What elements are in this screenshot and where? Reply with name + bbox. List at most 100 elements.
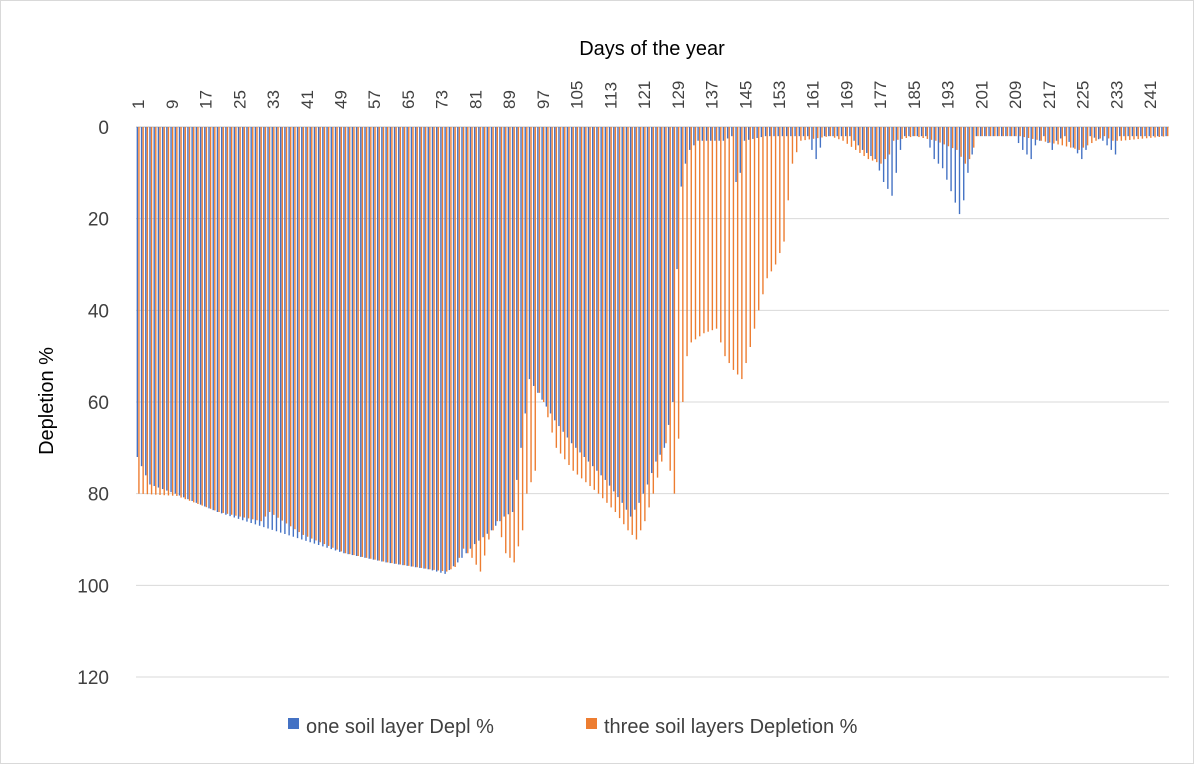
bar-one-soil-layer-day-2 (141, 127, 142, 466)
bar-one-soil-layer-day-213 (1030, 127, 1031, 159)
bar-one-soil-layer-day-163 (820, 127, 821, 148)
bar-three-soil-layers-day-166 (834, 127, 835, 138)
bar-one-soil-layer-day-177 (879, 127, 880, 171)
bar-three-soil-layers-day-218 (1053, 127, 1054, 144)
bar-one-soil-layer-day-120 (638, 127, 639, 503)
x-tick-label-145: 145 (736, 81, 755, 109)
bar-three-soil-layers-day-30 (261, 127, 262, 521)
bar-three-soil-layers-day-33 (273, 127, 274, 515)
bar-one-soil-layer-day-112 (605, 127, 606, 480)
bar-three-soil-layers-day-199 (973, 127, 974, 148)
bar-one-soil-layer-day-15 (196, 127, 197, 503)
bar-three-soil-layers-day-223 (1074, 127, 1075, 149)
x-tick-label-185: 185 (905, 81, 924, 109)
bar-three-soil-layers-day-90 (513, 127, 514, 562)
bar-three-soil-layers-day-202 (986, 127, 987, 136)
bar-one-soil-layer-day-33 (272, 127, 273, 530)
bar-one-soil-layer-day-118 (630, 127, 631, 517)
x-tick-label-129: 129 (669, 81, 688, 109)
bar-three-soil-layers-day-212 (1028, 127, 1029, 138)
bar-three-soil-layers-day-181 (897, 127, 898, 140)
bar-three-soil-layers-day-47 (332, 127, 333, 548)
bar-one-soil-layer-day-121 (643, 127, 644, 494)
bar-one-soil-layer-day-159 (803, 127, 804, 136)
bar-three-soil-layers-day-144 (741, 127, 742, 379)
bar-three-soil-layers-day-96 (539, 127, 540, 393)
bar-one-soil-layer-day-85 (491, 127, 492, 530)
bar-three-soil-layers-day-149 (762, 127, 763, 294)
x-tick-label-25: 25 (230, 90, 249, 109)
bar-three-soil-layers-day-196 (960, 127, 961, 157)
bar-three-soil-layers-day-119 (636, 127, 637, 540)
bar-three-soil-layers-day-44 (320, 127, 321, 542)
bar-one-soil-layer-day-46 (326, 127, 327, 548)
bar-one-soil-layer-day-139 (718, 127, 719, 141)
bar-three-soil-layers-day-245 (1167, 127, 1168, 136)
bar-three-soil-layers-day-137 (712, 127, 713, 330)
bar-one-soil-layer-day-61 (390, 127, 391, 563)
bar-one-soil-layer-day-199 (971, 127, 972, 155)
bar-three-soil-layers-day-214 (1036, 127, 1037, 140)
chart-svg: 1 9 17 25 33 41 49 57 65 73 81 89 97 105 113 121 129 137 1… (1, 1, 1193, 763)
bar-three-soil-layers-day-192 (944, 127, 945, 144)
bar-three-soil-layers-day-67 (417, 127, 418, 567)
bar-one-soil-layer-day-114 (613, 127, 614, 491)
bar-one-soil-layer-day-38 (293, 127, 294, 537)
bar-one-soil-layer-day-168 (841, 127, 842, 136)
bar-one-soil-layer-day-19 (213, 127, 214, 510)
bar-three-soil-layers-day-243 (1159, 127, 1160, 137)
bar-three-soil-layers-day-104 (573, 127, 574, 471)
bar-one-soil-layer-day-109 (592, 127, 593, 466)
bar-three-soil-layers-day-32 (269, 127, 270, 512)
bar-one-soil-layer-day-34 (276, 127, 277, 531)
bar-three-soil-layers-day-169 (847, 127, 848, 144)
x-tick-label-89: 89 (500, 90, 519, 109)
bar-one-soil-layer-day-230 (1102, 127, 1103, 141)
bar-one-soil-layer-day-181 (896, 127, 897, 173)
x-tick-label-161: 161 (804, 81, 823, 109)
bar-one-soil-layer-day-133 (693, 127, 694, 145)
bar-three-soil-layers-day-78 (463, 127, 464, 549)
bar-one-soil-layer-day-179 (887, 127, 888, 189)
bar-three-soil-layers-day-6 (159, 127, 160, 495)
bar-three-soil-layers-day-185 (914, 127, 915, 136)
bar-one-soil-layer-day-151 (769, 127, 770, 136)
bar-three-soil-layers-day-224 (1078, 127, 1079, 150)
y-tick-label-60: 60 (88, 393, 109, 414)
bar-three-soil-layers-day-68 (421, 127, 422, 568)
x-axis-title: Days of the year (579, 38, 725, 60)
bar-three-soil-layers-day-187 (922, 127, 923, 138)
bar-three-soil-layers-day-210 (1019, 127, 1020, 136)
bar-three-soil-layers-day-201 (982, 127, 983, 136)
bar-one-soil-layer-day-30 (259, 127, 260, 526)
bar-one-soil-layer-day-167 (837, 127, 838, 136)
bar-one-soil-layer-day-107 (584, 127, 585, 457)
bar-one-soil-layer-day-142 (731, 127, 732, 136)
x-tick-label-233: 233 (1107, 81, 1126, 109)
bar-three-soil-layers-day-220 (1062, 127, 1063, 145)
bar-one-soil-layer-day-79 (466, 127, 467, 553)
bar-one-soil-layer-day-93 (525, 127, 526, 413)
bar-three-soil-layers-day-145 (745, 127, 746, 363)
bar-one-soil-layer-day-28 (250, 127, 251, 523)
y-tick-labels: 0 20 40 60 80 100 120 (77, 118, 109, 689)
bar-three-soil-layers-day-209 (1015, 127, 1016, 136)
bar-three-soil-layers-day-221 (1066, 127, 1067, 146)
bar-three-soil-layers-day-9 (172, 127, 173, 496)
bar-three-soil-layers-day-234 (1121, 127, 1122, 141)
x-tick-label-57: 57 (365, 90, 384, 109)
bar-one-soil-layer-day-67 (415, 127, 416, 567)
x-tick-label-1: 1 (129, 100, 148, 109)
bar-one-soil-layer-day-4 (149, 127, 150, 485)
bar-one-soil-layer-day-183 (904, 127, 905, 136)
bar-three-soil-layers-day-52 (353, 127, 354, 555)
bar-one-soil-layer-day-162 (815, 127, 816, 159)
bar-one-soil-layer-day-193 (946, 127, 947, 180)
bar-three-soil-layers-day-130 (682, 127, 683, 402)
bar-three-soil-layers-day-29 (256, 127, 257, 520)
bar-one-soil-layer-day-240 (1144, 127, 1145, 136)
bar-three-soil-layers-day-79 (467, 127, 468, 553)
bar-three-soil-layers-day-167 (838, 127, 839, 139)
bar-one-soil-layer-day-241 (1149, 127, 1150, 136)
bar-one-soil-layer-day-96 (537, 127, 538, 393)
